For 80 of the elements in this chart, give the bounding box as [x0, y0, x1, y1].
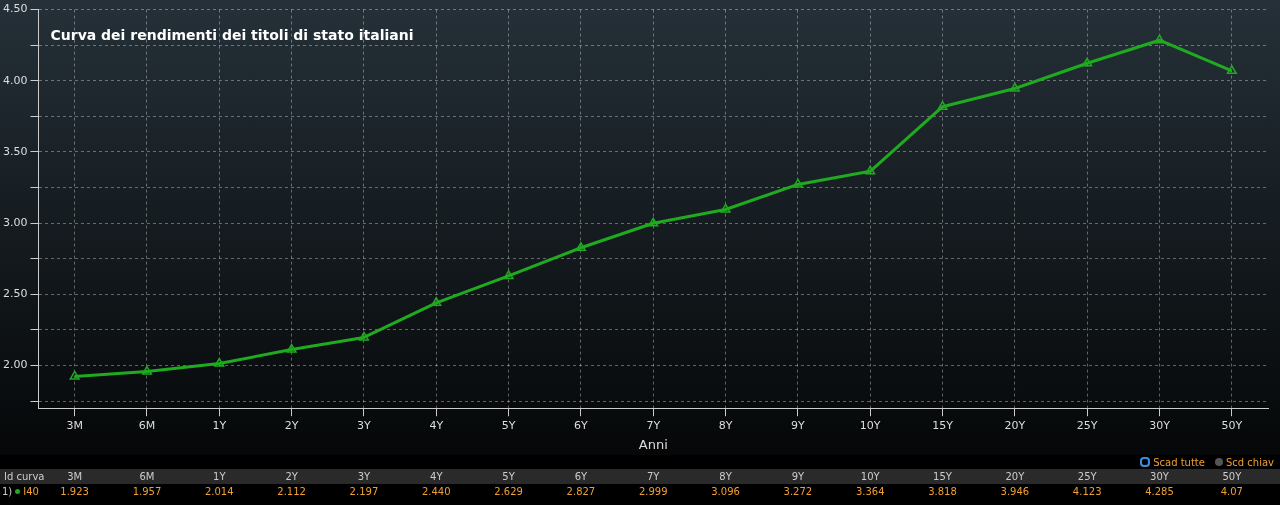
x-axis-title: Anni [638, 436, 668, 452]
x-tick-label: 10Y [859, 418, 881, 432]
data-label: 3.364 [854, 485, 886, 499]
point [431, 297, 442, 307]
point [1154, 34, 1165, 44]
category-label: 30Y [1150, 471, 1169, 482]
data-label: 4.07 [1219, 485, 1244, 499]
point [1226, 65, 1237, 75]
point [503, 270, 514, 280]
data-label: 1.957 [131, 485, 163, 499]
point [141, 365, 153, 375]
category-label: 10Y [860, 471, 880, 482]
y-tick-label: 2.00 [2, 358, 28, 372]
point [1009, 82, 1020, 92]
category-label: 4Y [430, 471, 443, 482]
category-label: 1Y [213, 471, 226, 482]
data-label: 2.999 [637, 485, 669, 499]
point [792, 178, 803, 188]
x-tick-label: 15Y [932, 418, 954, 432]
y-tick-label: 3.50 [2, 144, 28, 158]
point [937, 100, 948, 110]
point [865, 165, 876, 175]
point [358, 331, 370, 341]
category-label: 9Y [791, 471, 805, 482]
x-tick-label: 9Y [791, 418, 806, 432]
x-tick-label: 3M [66, 418, 83, 432]
x-tick-label: 50Y [1221, 418, 1243, 432]
x-tick-label: 30Y [1149, 418, 1171, 432]
x-tick-label: 1Y [212, 418, 227, 432]
point [648, 217, 659, 227]
x-tick-label: 4Y [429, 418, 444, 432]
data-label: 3.096 [710, 485, 741, 499]
text: Scad tutte [1153, 456, 1205, 468]
x-tick-label: 20Y [1004, 418, 1026, 432]
data-label: 2.629 [493, 485, 524, 499]
data-label: 3.818 [927, 485, 958, 499]
point [214, 357, 225, 367]
category-label: 7Y [646, 471, 660, 482]
category-label: 2Y [285, 471, 298, 482]
category-label: 3Y [357, 471, 371, 482]
category-label: 15Y [933, 471, 952, 482]
data-label: 2.112 [276, 485, 307, 499]
point [69, 370, 80, 380]
data-label: 4.285 [1144, 485, 1175, 499]
text: Scd chiav [1225, 456, 1274, 468]
y-tick-label: 4.50 [2, 2, 28, 16]
data-label: 4.123 [1071, 485, 1103, 499]
data-label: 3.272 [782, 485, 814, 499]
x-tick-label: 7Y [646, 418, 661, 432]
data-label: 2.440 [420, 485, 452, 499]
category-label: 6Y [574, 471, 588, 482]
y-tick-label: 3.00 [2, 216, 28, 229]
y-tick-label: 2.50 [2, 287, 28, 301]
data-label: 2.197 [348, 485, 380, 499]
text: 1) [2, 485, 13, 499]
x-tick-label: 2Y [284, 418, 299, 432]
text: Curva dei rendimenti dei titoli di stato italiani [50, 27, 414, 44]
x-tick-label: 5Y [501, 418, 516, 432]
x-tick-label: 6Y [574, 418, 589, 432]
x-tick-label: 25Y [1076, 418, 1098, 432]
x-tick-label: 3Y [357, 418, 372, 432]
data-label: 2.827 [565, 485, 597, 499]
category-label: 5Y [502, 471, 515, 482]
category-label: 50Y [1222, 471, 1242, 482]
data-label: 3.946 [999, 485, 1031, 499]
category-label: 25Y [1077, 471, 1097, 482]
text: Id curva [3, 470, 45, 484]
legend-label: I40 [23, 485, 39, 499]
x-tick-label: 6M [138, 418, 156, 432]
data-label: 2.014 [203, 485, 235, 499]
category-label: 8Y [719, 471, 732, 482]
category-label: 3M [67, 471, 83, 482]
category-label: 6M [139, 471, 155, 482]
point [720, 203, 731, 213]
point [1082, 57, 1093, 67]
x-tick-label: 8Y [718, 418, 733, 432]
data-label: 1.923 [59, 485, 90, 499]
y-tick-label: 4.00 [2, 73, 28, 87]
category-label: 20Y [1005, 471, 1025, 482]
point [286, 343, 297, 353]
